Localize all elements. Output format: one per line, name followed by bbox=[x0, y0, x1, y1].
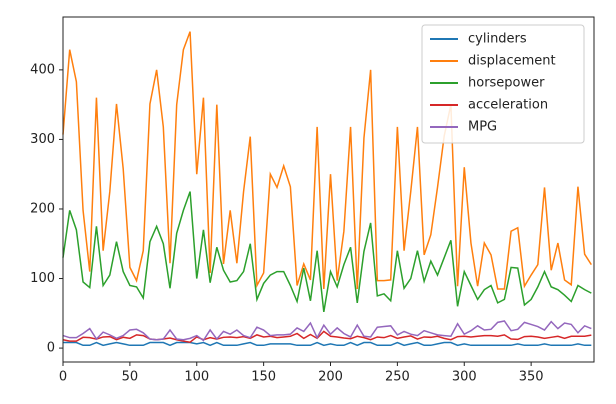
series-line bbox=[63, 341, 592, 347]
legend-label: acceleration bbox=[468, 98, 548, 113]
x-tick-label: 100 bbox=[184, 370, 209, 385]
x-tick-label: 50 bbox=[122, 370, 139, 385]
y-tick-label: 400 bbox=[30, 62, 55, 77]
y-tick-label: 100 bbox=[30, 271, 55, 286]
plot-frame bbox=[62, 16, 595, 363]
x-tick-label: 150 bbox=[251, 370, 276, 385]
y-tick-label: 300 bbox=[30, 132, 55, 147]
series-line bbox=[62, 191, 592, 313]
y-tick-label: 0 bbox=[47, 341, 55, 356]
legend-label: horsepower bbox=[468, 76, 545, 91]
legend-box bbox=[421, 24, 585, 144]
legend-label: displacement bbox=[468, 54, 556, 69]
series-line bbox=[62, 31, 592, 290]
x-tick-label: 300 bbox=[452, 370, 477, 385]
legend-label: cylinders bbox=[468, 32, 527, 47]
legend-label: MPG bbox=[468, 120, 497, 135]
y-tick-label: 200 bbox=[30, 201, 55, 216]
x-tick-label: 0 bbox=[59, 370, 67, 385]
x-tick-label: 200 bbox=[318, 370, 343, 385]
x-tick-label: 350 bbox=[519, 370, 544, 385]
series-line bbox=[62, 320, 592, 342]
x-tick-label: 250 bbox=[385, 370, 410, 385]
